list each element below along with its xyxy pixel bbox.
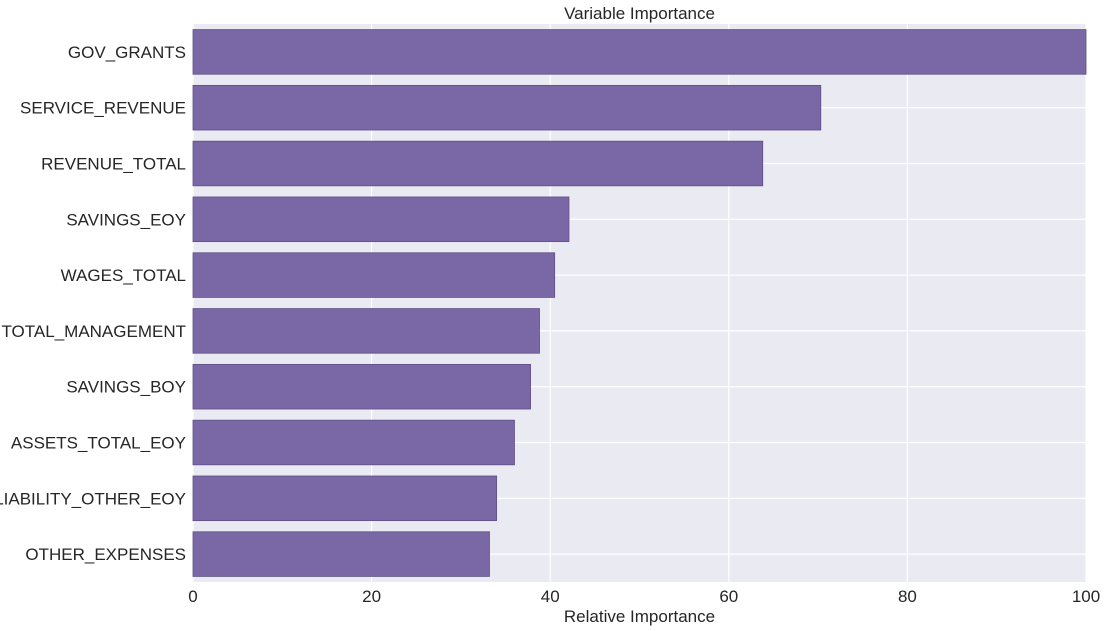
y-tick-label: TOTAL_MANAGEMENT	[1, 322, 186, 341]
bar-assets-total-eoy	[192, 419, 515, 466]
bar-revenue-total	[192, 140, 764, 187]
y-tick-label: LIABILITY_OTHER_EOY	[0, 489, 186, 508]
bar-gov-grants	[192, 29, 1087, 75]
y-tick-label: WAGES_TOTAL	[61, 266, 186, 285]
bar-savings-eoy	[192, 196, 570, 243]
y-tick-label: GOV_GRANTS	[68, 43, 186, 62]
bar-liability-other-eoy	[192, 475, 498, 522]
x-tick-label: 0	[188, 587, 197, 606]
x-tick-label: 40	[541, 587, 560, 606]
y-tick-label: OTHER_EXPENSES	[25, 545, 186, 564]
y-tick-label: SAVINGS_BOY	[66, 378, 186, 397]
bar-other-expenses	[192, 531, 490, 577]
bar-service-revenue	[192, 84, 822, 131]
y-tick-label: ASSETS_TOTAL_EOY	[11, 434, 186, 453]
x-tick-labels: 0 20 40 60 80 100	[188, 587, 1100, 606]
bar-wages-total	[192, 252, 556, 298]
x-tick-label: 60	[719, 587, 738, 606]
y-tick-label: SERVICE_REVENUE	[20, 99, 186, 118]
x-tick-label: 100	[1072, 587, 1100, 606]
y-tick-labels: GOV_GRANTS SERVICE_REVENUE REVENUE_TOTAL SA…	[0, 43, 186, 564]
bar-total-management	[192, 308, 540, 354]
bars	[192, 29, 1087, 577]
bar-savings-boy	[192, 363, 531, 410]
x-tick-label: 20	[362, 587, 381, 606]
x-axis-label: Relative Importance	[564, 607, 715, 626]
chart-title: Variable Importance	[564, 4, 715, 23]
x-tick-label: 80	[898, 587, 917, 606]
y-tick-label: SAVINGS_EOY	[66, 210, 186, 229]
y-tick-label: REVENUE_TOTAL	[41, 155, 186, 174]
